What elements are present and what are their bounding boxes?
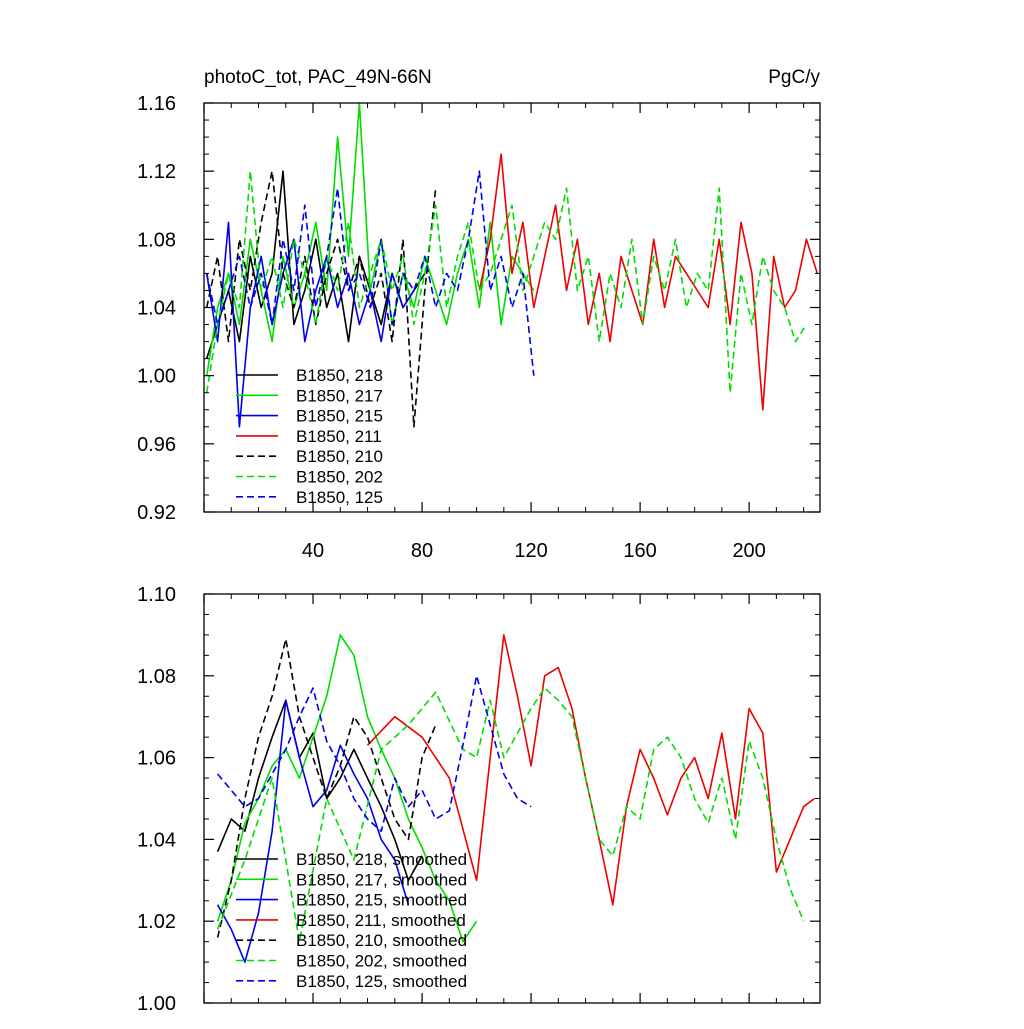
x-tick-label: 40: [302, 540, 324, 562]
x-tick-label: 120: [514, 540, 547, 562]
x-tick-label: 200: [732, 540, 765, 562]
legend-label: B1850, 125: [296, 488, 383, 507]
series-line-bottom-0: [216, 699, 423, 882]
legend-label: B1850, 210: [296, 447, 383, 466]
legend-label: B1850, 202: [296, 468, 383, 487]
series-line-top-3: [478, 153, 819, 411]
legend-label: B1850, 211: [296, 427, 382, 446]
legend-label: B1850, 218: [296, 366, 383, 385]
series-line-bottom-2: [216, 699, 410, 963]
y-tick-label: 1.08: [137, 229, 176, 251]
series-line-bottom-6: [216, 674, 532, 833]
chart-title: photoC_tot, PAC_49N-66N: [204, 67, 432, 88]
y-tick-label: 1.04: [137, 298, 176, 320]
series-line-bottom-4: [216, 638, 437, 938]
legend-label: B1850, 211, smoothed: [296, 911, 466, 930]
chart-units: PgC/y: [768, 67, 820, 88]
top-panel: 0.92 0.96 1.00 1.04 1.08 1.12 1.16 40 80 120 160 20…: [137, 93, 821, 562]
series-line-top-0: [205, 170, 426, 359]
legend-label: B1850, 218, smoothed: [296, 850, 467, 869]
y-tick-label: 1.12: [137, 161, 176, 183]
legend-label: B1850, 210, smoothed: [296, 931, 467, 950]
x-tick-label: 80: [411, 540, 433, 562]
bottom-panel: 1.00 1.02 1.04 1.06 1.08 1.10 B1850, 218, smoo…: [137, 584, 821, 1015]
y-tick-label: 1.04: [137, 829, 176, 851]
y-tick-label: 1.00: [137, 366, 176, 388]
y-tick-label: 1.06: [137, 748, 176, 770]
series-line-bottom-1: [216, 634, 478, 943]
legend-label: B1850, 215: [296, 407, 383, 426]
legend-label: B1850, 217, smoothed: [296, 870, 467, 889]
y-tick-label: 1.00: [137, 993, 176, 1015]
y-tick-label: 1.02: [137, 911, 176, 933]
x-tick-label: 160: [623, 540, 656, 562]
series-line-top-5: [205, 170, 808, 394]
legend-label: B1850, 215, smoothed: [296, 891, 467, 910]
y-tick-label: 1.16: [137, 93, 176, 115]
series-line-bottom-3: [366, 634, 815, 906]
series-line-top-6: [205, 170, 535, 376]
series-line-top-4: [205, 170, 437, 428]
series-line-bottom-5: [216, 687, 805, 943]
y-tick-label: 1.08: [137, 666, 176, 688]
legend-label: B1850, 125, smoothed: [296, 972, 467, 991]
y-tick-label: 1.10: [137, 584, 176, 606]
y-tick-label: 0.96: [137, 434, 176, 456]
legend-label: B1850, 202, smoothed: [296, 952, 467, 971]
y-tick-label: 0.92: [137, 502, 176, 524]
series-line-top-2: [205, 221, 415, 428]
legend-label: B1850, 217: [296, 386, 383, 405]
